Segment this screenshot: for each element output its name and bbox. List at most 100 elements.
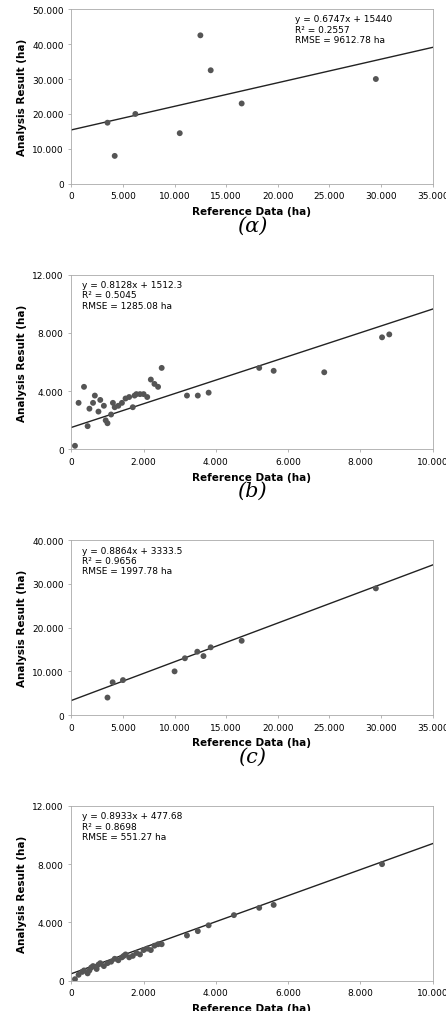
- Point: [80, 379, 87, 395]
- Text: (b): (b): [237, 481, 267, 500]
- Point: [78, 963, 86, 980]
- Point: [86, 962, 93, 979]
- Point: [129, 399, 136, 416]
- Point: [75, 967, 82, 983]
- Point: [194, 644, 201, 660]
- Point: [183, 927, 190, 943]
- Point: [386, 327, 393, 343]
- Point: [207, 640, 214, 656]
- Point: [238, 633, 245, 649]
- Point: [256, 361, 263, 377]
- Point: [136, 386, 144, 402]
- Text: (c): (c): [238, 747, 266, 765]
- Point: [90, 958, 97, 975]
- Point: [154, 379, 161, 395]
- Y-axis label: Analysis Result (ha): Analysis Result (ha): [17, 38, 27, 156]
- Point: [372, 72, 380, 88]
- Point: [80, 962, 87, 979]
- Point: [205, 385, 212, 401]
- Text: y = 0.8933x + 477.68
R² = 0.8698
RMSE = 551.27 ha: y = 0.8933x + 477.68 R² = 0.8698 RMSE = …: [82, 812, 182, 841]
- Point: [118, 949, 125, 966]
- Point: [147, 942, 154, 958]
- Point: [238, 96, 245, 112]
- Point: [71, 972, 78, 988]
- Point: [71, 439, 78, 455]
- Point: [126, 389, 133, 405]
- Point: [205, 917, 212, 933]
- Point: [95, 956, 102, 973]
- Point: [95, 404, 102, 421]
- Point: [97, 392, 104, 408]
- Point: [144, 940, 151, 956]
- Point: [118, 395, 125, 411]
- Point: [104, 115, 111, 131]
- Point: [93, 960, 100, 977]
- Point: [115, 952, 122, 969]
- Point: [104, 416, 111, 432]
- Point: [86, 401, 93, 418]
- Point: [140, 386, 147, 402]
- Point: [154, 936, 161, 952]
- Point: [136, 946, 144, 962]
- Point: [91, 388, 99, 404]
- Point: [176, 126, 183, 143]
- Point: [132, 107, 139, 123]
- X-axis label: Reference Data (ha): Reference Data (ha): [193, 472, 311, 482]
- Point: [171, 663, 178, 679]
- Point: [379, 330, 386, 346]
- Point: [194, 388, 201, 404]
- Point: [88, 959, 95, 976]
- Text: y = 0.8128x + 1512.3
R² = 0.5045
RMSE = 1285.08 ha: y = 0.8128x + 1512.3 R² = 0.5045 RMSE = …: [82, 281, 182, 310]
- Point: [230, 907, 237, 923]
- Point: [321, 365, 328, 381]
- Point: [75, 395, 82, 411]
- Point: [120, 672, 127, 688]
- Point: [379, 856, 386, 872]
- Point: [158, 361, 165, 377]
- Point: [84, 966, 91, 982]
- Point: [270, 897, 277, 913]
- Point: [122, 946, 129, 962]
- Point: [126, 949, 133, 966]
- Point: [100, 398, 107, 415]
- Point: [151, 376, 158, 392]
- Point: [111, 950, 118, 967]
- Point: [200, 648, 207, 664]
- Y-axis label: Analysis Result (ha): Analysis Result (ha): [17, 569, 27, 686]
- Point: [270, 363, 277, 379]
- Point: [97, 955, 104, 972]
- Text: y = 0.8864x + 3333.5
R² = 0.9656
RMSE = 1997.78 ha: y = 0.8864x + 3333.5 R² = 0.9656 RMSE = …: [82, 546, 182, 576]
- Point: [104, 690, 111, 706]
- Point: [131, 388, 138, 404]
- Point: [194, 923, 201, 939]
- Text: y = 0.6747x + 15440
R² = 0.2557
RMSE = 9612.78 ha: y = 0.6747x + 15440 R² = 0.2557 RMSE = 9…: [295, 15, 392, 45]
- Point: [115, 398, 122, 415]
- Point: [111, 399, 118, 416]
- X-axis label: Reference Data (ha): Reference Data (ha): [193, 1003, 311, 1011]
- Point: [107, 953, 115, 970]
- Point: [183, 388, 190, 404]
- X-axis label: Reference Data (ha): Reference Data (ha): [193, 737, 311, 747]
- Point: [133, 945, 140, 961]
- Point: [102, 412, 109, 429]
- Y-axis label: Analysis Result (ha): Analysis Result (ha): [17, 304, 27, 422]
- Text: (α): (α): [237, 216, 267, 236]
- Point: [182, 650, 189, 666]
- Point: [90, 395, 97, 411]
- Point: [122, 391, 129, 407]
- Point: [107, 407, 115, 424]
- Point: [129, 948, 136, 964]
- Point: [158, 936, 165, 952]
- Point: [197, 28, 204, 44]
- Point: [104, 955, 111, 972]
- Point: [120, 948, 127, 964]
- Point: [109, 674, 116, 691]
- Point: [256, 900, 263, 916]
- X-axis label: Reference Data (ha): Reference Data (ha): [193, 207, 311, 216]
- Point: [100, 958, 107, 975]
- Point: [111, 149, 118, 165]
- Point: [147, 372, 154, 388]
- Y-axis label: Analysis Result (ha): Analysis Result (ha): [17, 835, 27, 952]
- Point: [133, 386, 140, 402]
- Point: [372, 580, 380, 596]
